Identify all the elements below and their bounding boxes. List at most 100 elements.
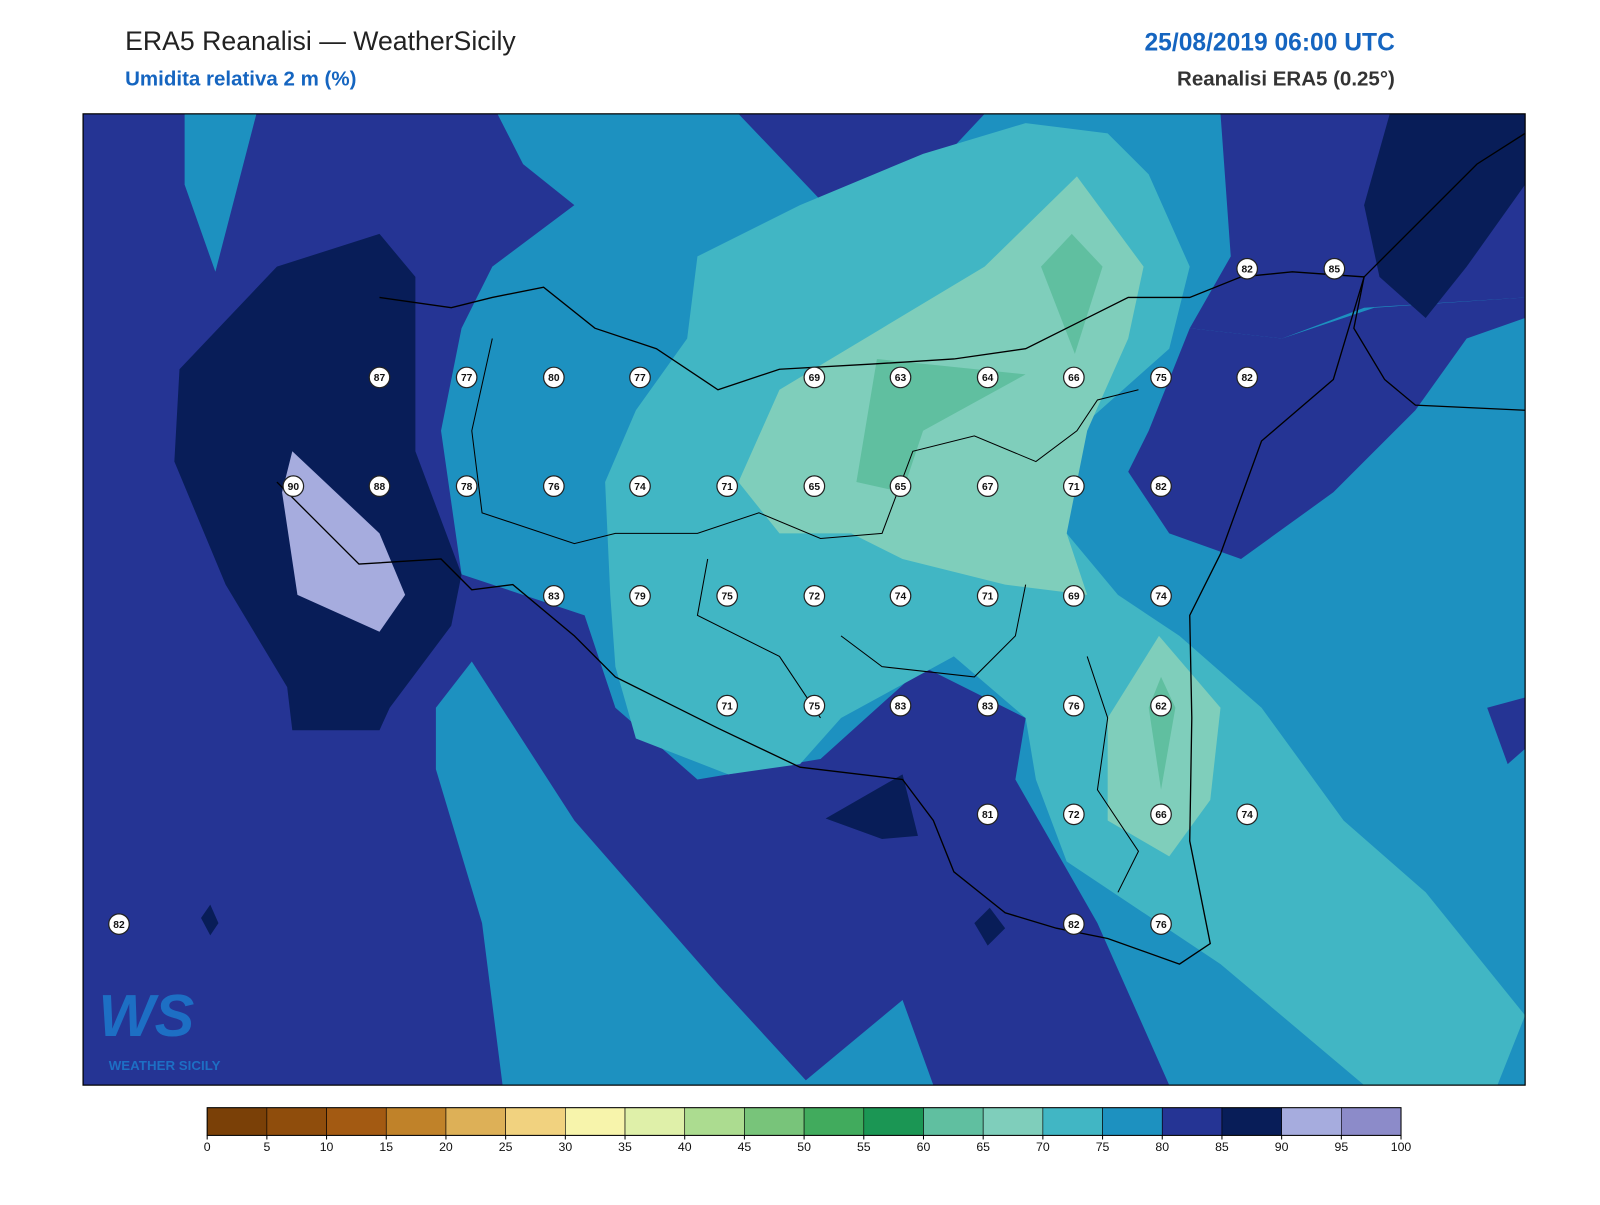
station-marker [1062, 913, 1085, 935]
station-marker [368, 475, 391, 498]
colorbar-bin [1341, 1107, 1402, 1136]
station-marker [976, 366, 999, 389]
contour [282, 451, 406, 632]
colorbar-bin [803, 1107, 865, 1136]
contour [856, 358, 1026, 493]
station-value: 65 [895, 482, 907, 493]
station-value: 71 [721, 701, 733, 712]
contour [825, 774, 918, 839]
station-marker [1150, 803, 1172, 826]
colorbar-tick-label: 100 [1391, 1140, 1412, 1154]
station-value: 87 [374, 373, 386, 384]
station-marker [976, 803, 999, 826]
station-marker [108, 913, 130, 935]
station-marker [889, 366, 912, 389]
station-marker [976, 694, 999, 717]
station-marker [542, 475, 565, 498]
colorbar-bin [565, 1107, 626, 1136]
station-value: 88 [374, 482, 386, 493]
colorbar: 0 5 10 15 20 25 30 35 40 45 50 55 60 65 70 75 80 85 90 95 10… [204, 1107, 1412, 1154]
colorbar-tick-label: 20 [439, 1140, 453, 1154]
colorbar-tick-label: 35 [618, 1140, 632, 1154]
station-value: 69 [1068, 592, 1080, 603]
station-value: 69 [809, 373, 821, 384]
colorbar-tick-label: 90 [1275, 1140, 1289, 1154]
logo-text: WEATHER SICILY [109, 1058, 221, 1073]
station-marker [716, 475, 739, 498]
station-value: 71 [1068, 482, 1080, 493]
station-value: 64 [982, 373, 994, 384]
colorbar-bin [1102, 1107, 1163, 1136]
colorbar-bin [624, 1107, 686, 1136]
station-value: 90 [288, 482, 300, 493]
province-boundary [471, 338, 1140, 893]
station-value: 66 [1155, 810, 1167, 821]
contour [1364, 113, 1526, 318]
station-marker [1062, 694, 1085, 717]
station-value: 74 [634, 482, 646, 493]
colorbar-bin [923, 1107, 984, 1136]
station-marker [1150, 694, 1172, 717]
contour [1041, 233, 1103, 354]
station-value: 76 [1155, 920, 1167, 931]
station-marker [716, 694, 739, 717]
station-marker [889, 475, 912, 498]
station-value: 83 [895, 701, 907, 712]
colorbar-frame [206, 1107, 1402, 1136]
colorbar-tick-label: 10 [320, 1140, 334, 1154]
station-marker [803, 585, 826, 607]
coastline [276, 132, 1526, 965]
station-value: 76 [1068, 701, 1080, 712]
station-marker [976, 475, 999, 498]
station-marker [803, 475, 826, 498]
station-value: 82 [1068, 920, 1080, 931]
title: ERA5 Reanalisi — WeatherSicily [125, 26, 516, 56]
colorbar-tick-label: 65 [976, 1140, 990, 1154]
station-value: 75 [721, 592, 733, 603]
colorbar-tick-label: 75 [1096, 1140, 1110, 1154]
station-value: 63 [895, 373, 907, 384]
colorbar-bin [1042, 1107, 1103, 1136]
subtitle: Umidita relativa 2 m (%) [125, 67, 356, 90]
source: Reanalisi ERA5 (0.25°) [1177, 67, 1395, 90]
colorbar-tick-label: 30 [558, 1140, 572, 1154]
contour [184, 113, 257, 272]
coastline [379, 271, 1526, 411]
station-marker [1236, 803, 1259, 826]
station-value: 76 [548, 482, 560, 493]
station-marker [889, 694, 912, 717]
station-marker [1236, 257, 1259, 280]
station-marker [629, 475, 651, 498]
datetime: 25/08/2019 06:00 UTC [1144, 30, 1395, 57]
station-value: 77 [634, 373, 646, 384]
station-value: 82 [1241, 373, 1253, 384]
colorbar-bin [982, 1107, 1044, 1136]
stations: 82 85 87 77 80 77 69 63 64 66 75 82 90 88 78 76 74 71 65 65… [108, 257, 1346, 935]
station-marker [1150, 913, 1172, 935]
station-value: 74 [1241, 810, 1253, 821]
station-value: 79 [634, 592, 646, 603]
station-marker [1150, 366, 1172, 389]
station-value: 62 [1155, 701, 1167, 712]
station-marker [455, 366, 478, 389]
contour [800, 1000, 934, 1086]
colorbar-bin [206, 1107, 268, 1136]
station-marker [1150, 475, 1172, 498]
station-value: 72 [809, 592, 821, 603]
colorbar-bin [1281, 1107, 1342, 1136]
colorbar-bin [505, 1107, 566, 1136]
station-marker [629, 585, 651, 607]
station-value: 75 [1155, 373, 1167, 384]
colorbar-bin [863, 1107, 924, 1136]
station-value: 83 [982, 701, 994, 712]
station-value: 82 [1155, 482, 1167, 493]
station-marker [368, 366, 391, 389]
contour [201, 904, 219, 936]
station-value: 65 [809, 482, 821, 493]
station-value: 74 [1155, 592, 1167, 603]
logo-mark: WS [98, 982, 194, 1049]
station-value: 77 [461, 373, 473, 384]
map-frame [82, 113, 1526, 1086]
station-marker [976, 585, 999, 607]
